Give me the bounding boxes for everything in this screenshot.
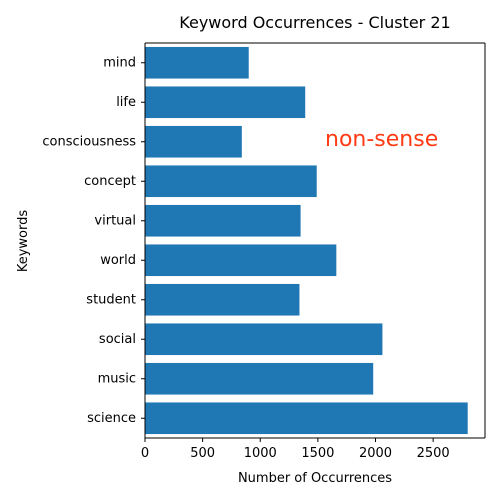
x-tick-label-1500: 1500 [301, 446, 334, 461]
y-tick-label-music: music [98, 371, 136, 386]
bar-science [145, 402, 468, 435]
x-tick-label-0: 0 [141, 446, 149, 461]
x-tick-label-1000: 1000 [244, 446, 277, 461]
x-tick-label-2500: 2500 [417, 446, 450, 461]
x-tick-label-500: 500 [190, 446, 215, 461]
y-tick-label-concept: concept [84, 174, 136, 189]
bar-world [145, 244, 337, 277]
x-tick-label-2000: 2000 [359, 446, 392, 461]
chart-title: Keyword Occurrences - Cluster 21 [179, 13, 450, 32]
y-ticks-group: science music social student world virtual con… [42, 55, 145, 426]
y-tick-label-science: science [87, 411, 136, 426]
bar-consciousness [145, 125, 242, 158]
x-ticks-group: 0 500 1000 1500 2000 2500 [141, 438, 450, 461]
y-tick-label-world: world [100, 253, 136, 268]
y-tick-label-virtual: virtual [94, 213, 136, 228]
bar-mind [145, 46, 249, 79]
y-axis-label: Keywords [16, 210, 31, 273]
x-axis-label: Number of Occurrences [238, 471, 392, 486]
bars-group [145, 46, 468, 435]
y-tick-label-mind: mind [103, 55, 136, 70]
bar-concept [145, 165, 317, 198]
y-tick-label-consciousness: consciousness [42, 134, 136, 149]
bar-social [145, 323, 383, 356]
y-tick-label-student: student [86, 292, 136, 307]
y-tick-label-life: life [116, 95, 136, 110]
bar-student [145, 283, 300, 316]
bar-virtual [145, 204, 301, 237]
bar-life [145, 86, 306, 119]
bar-music [145, 362, 374, 395]
annotation-text: non-sense [325, 127, 438, 152]
y-tick-label-social: social [99, 332, 136, 347]
